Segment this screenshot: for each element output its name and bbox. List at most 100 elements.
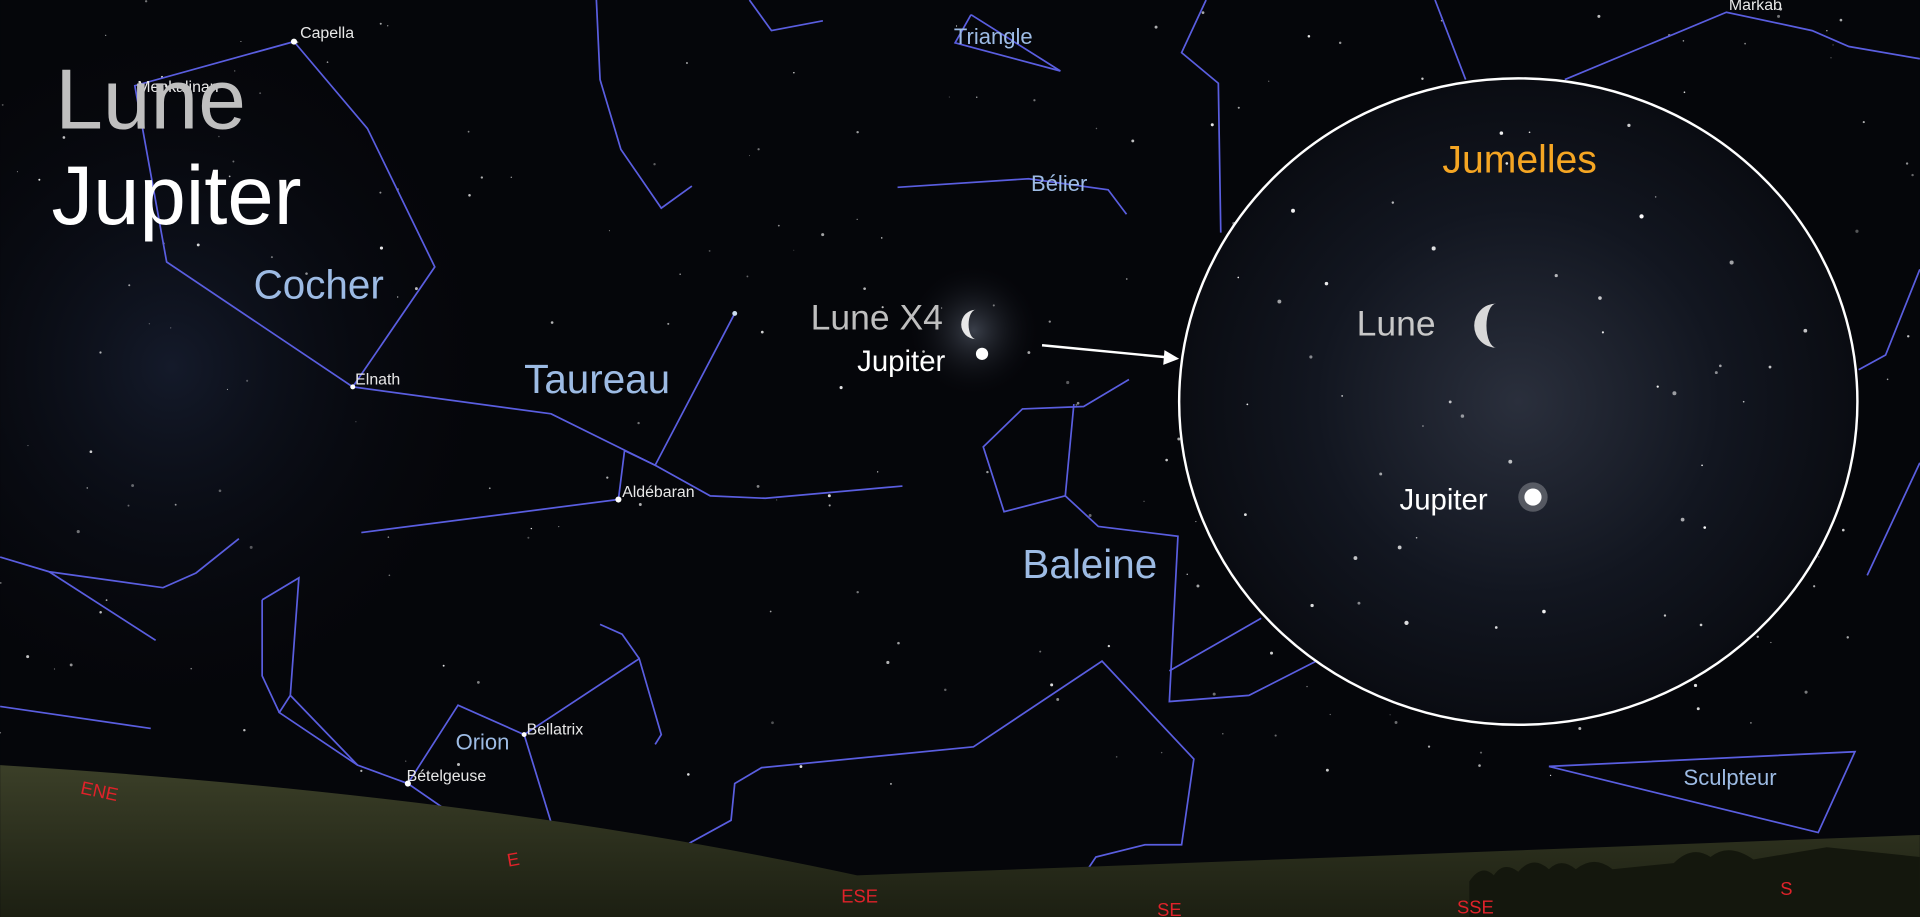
star-dot bbox=[1682, 40, 1685, 42]
directions: ENE E ESE SE SSE S bbox=[79, 777, 1793, 917]
star-dot bbox=[457, 763, 461, 767]
star-dot bbox=[1237, 106, 1240, 109]
star-dot bbox=[379, 246, 384, 250]
star-dot bbox=[1274, 734, 1277, 737]
star-dot bbox=[218, 489, 222, 493]
star-dot bbox=[1770, 641, 1772, 644]
star-dot bbox=[886, 660, 890, 665]
star-dot bbox=[1846, 636, 1849, 639]
constellation-label: Taureau bbox=[524, 356, 670, 402]
star-dot bbox=[290, 38, 298, 45]
star-dot bbox=[558, 526, 560, 528]
star-dot bbox=[1779, 7, 1783, 11]
line bbox=[48, 571, 157, 642]
star-dot bbox=[1699, 623, 1703, 627]
star-dot bbox=[1397, 545, 1402, 550]
star-dot bbox=[488, 487, 491, 490]
star-dot bbox=[1306, 685, 1308, 688]
star-dot bbox=[799, 765, 803, 768]
star-dot bbox=[326, 61, 329, 63]
star-dot bbox=[468, 194, 471, 197]
star-dot bbox=[1714, 371, 1718, 375]
constellation-label: Baleine bbox=[1022, 541, 1157, 587]
star-dot bbox=[793, 249, 795, 251]
constellation-label: Sculpteur bbox=[1684, 765, 1777, 790]
star-dot bbox=[777, 224, 780, 227]
star-dot bbox=[1549, 774, 1552, 777]
trees bbox=[1469, 847, 1920, 917]
star-dot bbox=[1654, 196, 1657, 198]
star-dot bbox=[615, 496, 622, 503]
constellation-label: Cocher bbox=[254, 262, 384, 308]
star-dot bbox=[1394, 721, 1398, 724]
star-dot bbox=[360, 769, 363, 773]
star-dot bbox=[856, 130, 859, 134]
star-dot bbox=[1911, 173, 1914, 177]
star-dot bbox=[881, 306, 884, 309]
star-dot bbox=[1905, 162, 1909, 165]
inset-jupiter-label: Jupiter bbox=[1400, 483, 1488, 516]
star-dot bbox=[1048, 320, 1051, 323]
star-dot bbox=[1107, 644, 1111, 648]
star-dot bbox=[190, 667, 193, 670]
star-dot bbox=[550, 321, 554, 324]
star-dot bbox=[467, 130, 470, 133]
star-dot bbox=[746, 275, 749, 278]
star-dot bbox=[1803, 328, 1808, 333]
star-label: Markab bbox=[1729, 0, 1782, 14]
line bbox=[261, 599, 281, 713]
star-label: Aldébaran bbox=[622, 484, 695, 501]
star-dot bbox=[1177, 437, 1181, 441]
star-dot bbox=[1270, 651, 1274, 655]
constellation-label: Triangle bbox=[954, 24, 1033, 49]
star-dot bbox=[476, 681, 480, 684]
star-dot bbox=[1415, 536, 1418, 539]
line bbox=[1064, 495, 1317, 703]
star-dot bbox=[350, 384, 356, 390]
star-dot bbox=[1554, 273, 1558, 278]
star-dot bbox=[442, 664, 445, 667]
jupiter-icon bbox=[975, 347, 989, 360]
star-dot bbox=[1680, 517, 1685, 522]
constellation-names: Cocher Taureau Baleine Orion Triangle Bé… bbox=[254, 24, 1777, 790]
line bbox=[261, 576, 515, 858]
star-dot bbox=[732, 310, 738, 316]
star-dot bbox=[379, 22, 382, 25]
star-dot bbox=[1309, 355, 1313, 359]
star-dot bbox=[226, 388, 228, 390]
star-dot bbox=[1154, 25, 1158, 29]
star-dot bbox=[1325, 768, 1329, 772]
line bbox=[361, 449, 656, 534]
star-dot bbox=[708, 250, 711, 252]
line bbox=[1180, 0, 1222, 233]
star-dot bbox=[1505, 162, 1509, 165]
star-dot bbox=[259, 92, 262, 95]
arrow-line bbox=[1041, 344, 1170, 359]
star-dot bbox=[839, 386, 843, 390]
star-dot bbox=[127, 504, 130, 507]
star-dot bbox=[1826, 30, 1828, 32]
star-dot bbox=[527, 536, 530, 539]
star-dot bbox=[771, 721, 774, 725]
line bbox=[1548, 750, 1857, 834]
star-dot bbox=[897, 641, 900, 645]
inset-title: Jumelles bbox=[1442, 139, 1597, 182]
star-dot bbox=[246, 379, 249, 382]
star-dot bbox=[1341, 395, 1344, 397]
jupiter-label: Jupiter bbox=[857, 345, 945, 378]
star-dot bbox=[530, 527, 533, 530]
star-dot bbox=[1244, 513, 1247, 516]
star-dot bbox=[608, 230, 611, 232]
star-dot bbox=[164, 84, 168, 88]
star-dot bbox=[638, 503, 642, 506]
star-dot bbox=[1578, 727, 1582, 730]
star-dot bbox=[243, 728, 246, 732]
star-dot bbox=[1222, 733, 1224, 735]
inset-circle bbox=[1177, 77, 1859, 727]
star-dot bbox=[38, 178, 41, 181]
star-dot bbox=[856, 590, 859, 594]
star-dot bbox=[1391, 201, 1395, 204]
star-dot bbox=[1076, 401, 1080, 405]
star-dot bbox=[922, 350, 925, 353]
star-dot bbox=[1756, 635, 1759, 638]
